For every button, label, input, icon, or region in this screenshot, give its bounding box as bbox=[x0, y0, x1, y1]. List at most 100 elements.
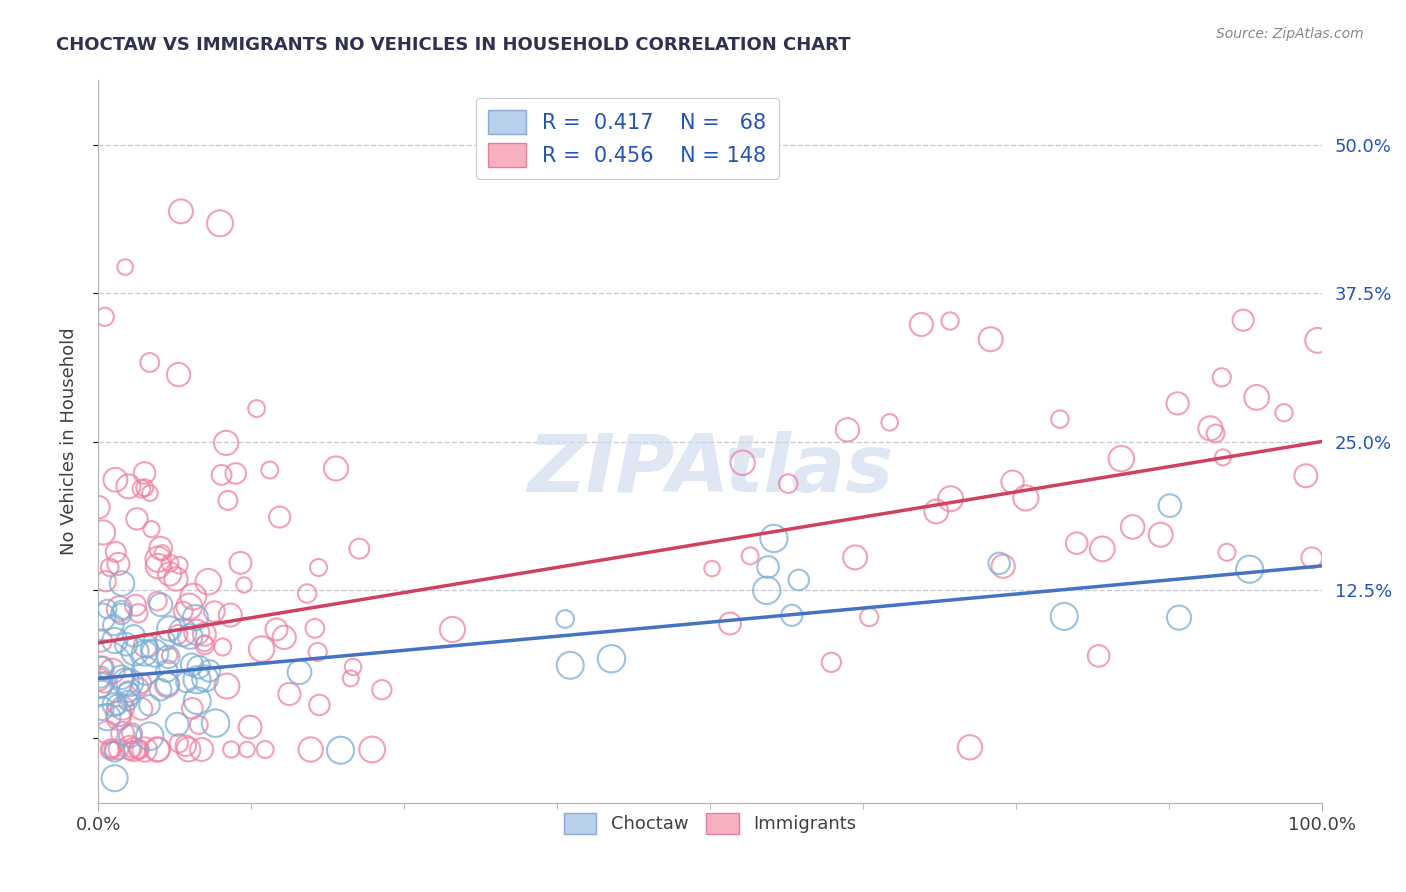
Point bbox=[254, 742, 277, 756]
Point bbox=[131, 702, 153, 716]
Point bbox=[176, 675, 198, 690]
Point bbox=[146, 594, 169, 608]
Point bbox=[342, 660, 364, 674]
Point bbox=[134, 481, 156, 495]
Point bbox=[250, 642, 273, 657]
Point bbox=[1199, 421, 1222, 435]
Point bbox=[1111, 451, 1133, 466]
Point bbox=[329, 743, 352, 757]
Text: Source: ZipAtlas.com: Source: ZipAtlas.com bbox=[1216, 27, 1364, 41]
Point bbox=[554, 612, 576, 626]
Point bbox=[87, 673, 110, 687]
Point bbox=[104, 473, 127, 487]
Point bbox=[159, 556, 181, 570]
Point bbox=[118, 675, 141, 690]
Point bbox=[879, 415, 901, 429]
Point bbox=[156, 678, 179, 692]
Point bbox=[325, 461, 347, 475]
Point bbox=[740, 549, 762, 563]
Point bbox=[308, 698, 330, 712]
Point bbox=[93, 310, 115, 324]
Point bbox=[89, 680, 111, 694]
Point bbox=[128, 680, 150, 694]
Point bbox=[124, 599, 146, 613]
Point bbox=[204, 605, 226, 619]
Point bbox=[91, 665, 114, 680]
Point bbox=[204, 716, 226, 731]
Point bbox=[153, 633, 176, 648]
Point bbox=[134, 742, 156, 756]
Point bbox=[233, 578, 256, 592]
Point bbox=[156, 677, 179, 691]
Point bbox=[441, 623, 464, 637]
Point bbox=[304, 621, 326, 635]
Point bbox=[1168, 610, 1191, 624]
Text: ZIPAtlas: ZIPAtlas bbox=[527, 432, 893, 509]
Point bbox=[179, 630, 201, 644]
Point bbox=[1091, 541, 1114, 556]
Point bbox=[718, 616, 741, 631]
Point bbox=[170, 204, 193, 219]
Point bbox=[1149, 527, 1171, 541]
Point bbox=[197, 574, 219, 589]
Point bbox=[100, 742, 122, 756]
Point bbox=[105, 698, 128, 712]
Point bbox=[149, 598, 172, 612]
Point bbox=[762, 532, 785, 546]
Point bbox=[121, 726, 143, 740]
Point bbox=[194, 638, 217, 652]
Point bbox=[134, 646, 156, 660]
Point bbox=[778, 476, 800, 491]
Point bbox=[117, 479, 139, 493]
Point bbox=[939, 491, 962, 506]
Point bbox=[180, 657, 202, 672]
Point bbox=[211, 640, 233, 654]
Point bbox=[120, 729, 142, 743]
Point bbox=[131, 676, 153, 690]
Point bbox=[1205, 426, 1227, 441]
Point bbox=[820, 656, 842, 670]
Point bbox=[181, 701, 204, 715]
Point bbox=[187, 718, 209, 732]
Point bbox=[837, 423, 859, 437]
Point bbox=[167, 368, 190, 382]
Point bbox=[110, 607, 132, 621]
Point bbox=[138, 641, 160, 656]
Point bbox=[172, 604, 194, 618]
Point bbox=[925, 504, 948, 518]
Point bbox=[339, 672, 361, 686]
Point bbox=[988, 557, 1011, 571]
Point bbox=[186, 673, 208, 687]
Point bbox=[128, 742, 150, 756]
Point bbox=[1246, 391, 1268, 405]
Point bbox=[104, 545, 127, 559]
Point bbox=[111, 701, 134, 715]
Point bbox=[91, 661, 114, 675]
Point bbox=[149, 682, 172, 697]
Point bbox=[101, 742, 124, 756]
Point bbox=[1306, 334, 1329, 348]
Point bbox=[146, 552, 169, 566]
Point bbox=[756, 560, 779, 574]
Point bbox=[98, 560, 121, 574]
Point bbox=[152, 546, 174, 560]
Point bbox=[1015, 491, 1038, 505]
Point bbox=[299, 742, 322, 756]
Point bbox=[991, 559, 1014, 574]
Point bbox=[124, 645, 146, 659]
Point bbox=[146, 742, 169, 756]
Point bbox=[194, 636, 217, 650]
Point bbox=[138, 729, 160, 743]
Point bbox=[560, 658, 582, 673]
Point bbox=[157, 622, 180, 636]
Point bbox=[156, 664, 179, 678]
Point bbox=[371, 682, 394, 697]
Point bbox=[246, 401, 269, 416]
Point bbox=[236, 742, 259, 756]
Point bbox=[118, 740, 141, 755]
Point bbox=[1159, 499, 1181, 513]
Point bbox=[159, 648, 181, 663]
Point bbox=[208, 216, 231, 230]
Point bbox=[215, 435, 238, 450]
Point bbox=[107, 557, 129, 571]
